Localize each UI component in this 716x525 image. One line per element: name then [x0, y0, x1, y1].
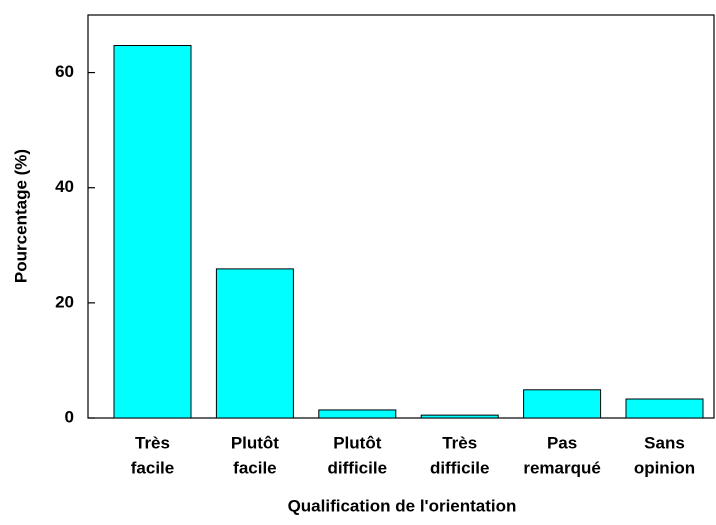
y-tick-label: 20	[55, 292, 74, 311]
y-axis-label: Pourcentage (%)	[11, 149, 30, 283]
x-tick-label: remarqué	[523, 458, 600, 477]
bar	[523, 389, 602, 419]
bar	[420, 414, 499, 419]
x-tick-label: Sans	[644, 433, 685, 452]
x-axis-label: Qualification de l'orientation	[288, 496, 517, 515]
bar	[215, 268, 294, 419]
x-tick-label: difficile	[430, 458, 490, 477]
bar	[318, 409, 397, 419]
x-tick-label: Très	[442, 433, 477, 452]
y-tick-label: 60	[55, 62, 74, 81]
x-tick-label: Très	[135, 433, 170, 452]
x-tick-label: opinion	[634, 458, 695, 477]
bar	[113, 45, 192, 419]
x-tick-label: facile	[131, 458, 174, 477]
y-tick-label: 40	[55, 177, 74, 196]
x-tick-label: facile	[233, 458, 276, 477]
bar	[625, 398, 704, 419]
x-tick-label: Plutôt	[333, 433, 381, 452]
x-tick-label: difficile	[328, 458, 388, 477]
x-tick-label: Plutôt	[231, 433, 279, 452]
y-tick-label: 0	[65, 407, 74, 426]
x-tick-label: Pas	[547, 433, 577, 452]
plot-frame	[87, 14, 715, 419]
